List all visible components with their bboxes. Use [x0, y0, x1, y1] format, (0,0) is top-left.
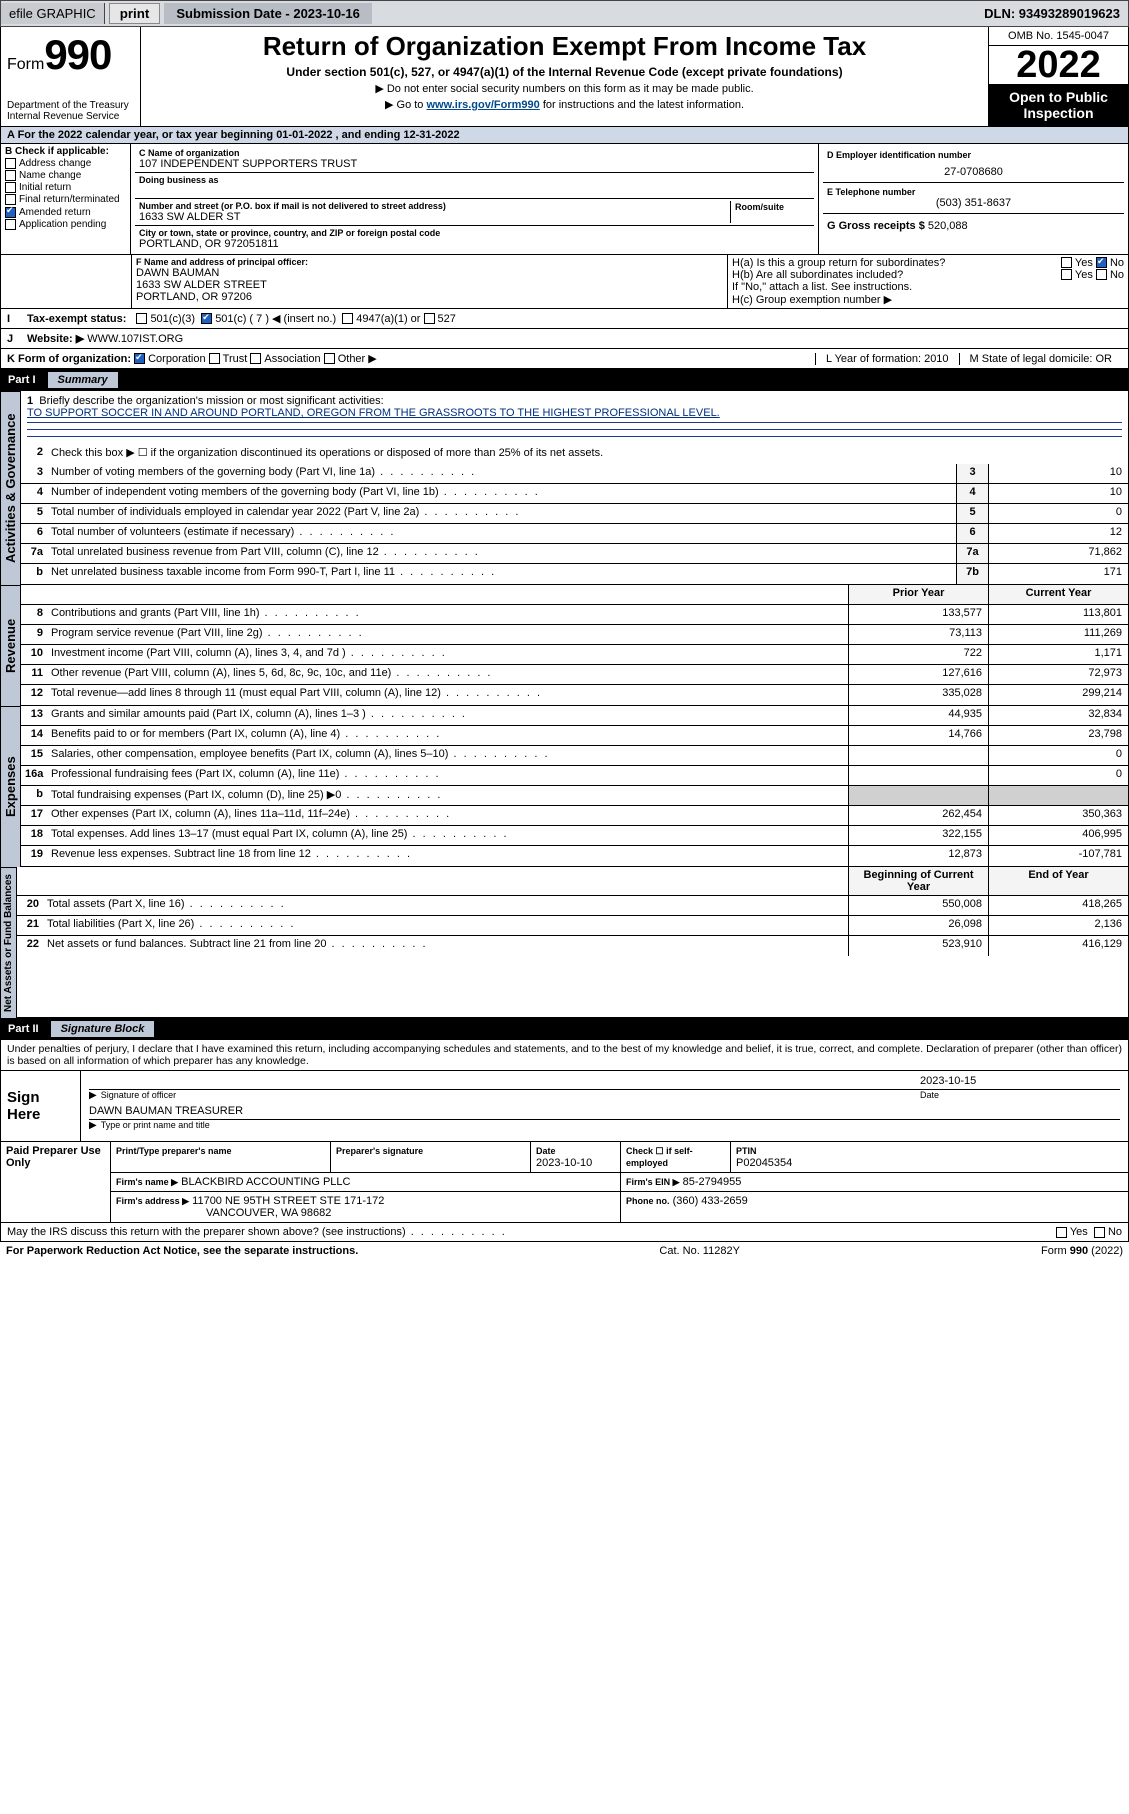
gross-receipts-value: 520,088	[928, 220, 968, 232]
identity-block: B Check if applicable: Address change Na…	[0, 144, 1129, 255]
submission-date: Submission Date - 2023-10-16	[164, 3, 372, 24]
footer: For Paperwork Reduction Act Notice, see …	[0, 1242, 1129, 1260]
officer-printed-name: DAWN BAUMAN TREASURER	[89, 1105, 243, 1117]
firm-name: BLACKBIRD ACCOUNTING PLLC	[181, 1176, 350, 1188]
subtitle-goto: ▶ Go to www.irs.gov/Form990 for instruct…	[145, 98, 984, 111]
prep-date: 2023-10-10	[536, 1157, 592, 1169]
form-number: Form990	[7, 31, 134, 79]
officer-addr2: PORTLAND, OR 97206	[136, 291, 723, 303]
netassets-content: Beginning of Current Year End of Year 20…	[17, 867, 1129, 1018]
officer-name: DAWN BAUMAN	[136, 267, 723, 279]
line-a-tax-year: A For the 2022 calendar year, or tax yea…	[0, 127, 1129, 144]
chk-address-change[interactable]: Address change	[5, 158, 126, 169]
part1-header: Part I Summary	[0, 369, 1129, 391]
website-value: WWW.107IST.ORG	[87, 333, 183, 345]
penalty-statement: Under penalties of perjury, I declare th…	[0, 1040, 1129, 1071]
sig-officer-label: Signature of officer	[89, 1090, 904, 1101]
vtab-expenses: Expenses	[0, 706, 21, 867]
vtab-revenue: Revenue	[0, 585, 21, 706]
form-title: Return of Organization Exempt From Incom…	[145, 31, 984, 62]
dept-treasury: Department of the Treasury	[7, 100, 134, 111]
form-header: Form990 Department of the Treasury Inter…	[0, 27, 1129, 127]
row-j-website: J Website: ▶ WWW.107IST.ORG	[0, 329, 1129, 349]
col-prior-year: Prior Year	[848, 585, 988, 604]
city-value: PORTLAND, OR 972051811	[139, 238, 810, 250]
chk-final-return[interactable]: Final return/terminated	[5, 194, 126, 205]
org-name-label: C Name of organization	[139, 148, 810, 158]
h-note: If "No," attach a list. See instructions…	[732, 281, 1124, 293]
dba-label: Doing business as	[139, 175, 810, 185]
mission-text: TO SUPPORT SOCCER IN AND AROUND PORTLAND…	[27, 407, 720, 419]
org-name: 107 INDEPENDENT SUPPORTERS TRUST	[139, 158, 810, 170]
preparer-block: Paid Preparer Use Only Print/Type prepar…	[0, 1142, 1129, 1223]
street-label: Number and street (or P.O. box if mail i…	[139, 201, 730, 211]
print-button[interactable]: print	[109, 3, 161, 24]
ein-value: 27-0708680	[827, 166, 1120, 178]
ein-label: D Employer identification number	[827, 150, 1120, 160]
subtitle-ssn: ▶ Do not enter social security numbers o…	[145, 82, 984, 95]
vtab-net: Net Assets or Fund Balances	[0, 867, 17, 1018]
irs-link[interactable]: www.irs.gov/Form990	[426, 99, 539, 111]
year-formation: L Year of formation: 2010	[815, 353, 959, 365]
dept-irs: Internal Revenue Service	[7, 111, 134, 122]
open-public-badge: Open to Public Inspection	[989, 84, 1128, 126]
row-i-tax-status: I Tax-exempt status: 501(c)(3) 501(c) ( …	[0, 309, 1129, 329]
row-klm: K Form of organization: Corporation Trus…	[0, 349, 1129, 369]
pra-notice: For Paperwork Reduction Act Notice, see …	[6, 1245, 358, 1257]
chk-name-change[interactable]: Name change	[5, 170, 126, 181]
col-end-year: End of Year	[988, 867, 1128, 895]
revenue-content: Prior Year Current Year 8Contributions a…	[21, 585, 1129, 706]
chk-initial-return[interactable]: Initial return	[5, 182, 126, 193]
part2-header: Part II Signature Block	[0, 1018, 1129, 1040]
sign-here-label: Sign Here	[1, 1071, 81, 1141]
cat-number: Cat. No. 11282Y	[659, 1245, 740, 1257]
activities-content: 1 Briefly describe the organization's mi…	[21, 391, 1129, 585]
state-domicile: M State of legal domicile: OR	[959, 353, 1122, 365]
firm-phone: (360) 433-2659	[673, 1195, 748, 1207]
h-c-label: H(c) Group exemption number ▶	[732, 293, 1124, 306]
paid-preparer-label: Paid Preparer Use Only	[1, 1142, 111, 1223]
street-value: 1633 SW ALDER ST	[139, 211, 730, 223]
subtitle-section: Under section 501(c), 527, or 4947(a)(1)…	[145, 65, 984, 79]
ptin-value: P02045354	[736, 1157, 792, 1169]
dln-label: DLN: 93493289019623	[976, 3, 1128, 24]
efile-graphic-label: efile GRAPHIC	[1, 3, 105, 24]
col-begin-year: Beginning of Current Year	[848, 867, 988, 895]
irs-discuss-row: May the IRS discuss this return with the…	[0, 1223, 1129, 1242]
mission-label: Briefly describe the organization's miss…	[39, 395, 383, 407]
officer-addr1: 1633 SW ALDER STREET	[136, 279, 723, 291]
tax-year: 2022	[989, 46, 1128, 84]
firm-addr1: 11700 NE 95TH STREET STE 171-172	[192, 1195, 384, 1207]
sign-date: 2023-10-15	[920, 1075, 1120, 1087]
line2-text: Check this box ▶ ☐ if the organization d…	[47, 444, 1128, 464]
firm-ein: 85-2794955	[683, 1176, 742, 1188]
h-b-label: H(b) Are all subordinates included?	[732, 269, 1061, 281]
h-a-label: H(a) Is this a group return for subordin…	[732, 257, 1061, 269]
efile-topbar: efile GRAPHIC print Submission Date - 20…	[0, 0, 1129, 27]
firm-addr2: VANCOUVER, WA 98682	[206, 1207, 331, 1219]
city-label: City or town, state or province, country…	[139, 228, 810, 238]
section-c: C Name of organization 107 INDEPENDENT S…	[131, 144, 818, 254]
col-current-year: Current Year	[988, 585, 1128, 604]
signature-block: Sign Here 2023-10-15 Signature of office…	[0, 1071, 1129, 1142]
section-b-checkboxes: B Check if applicable: Address change Na…	[1, 144, 131, 254]
form-page: Form 990 (2022)	[1041, 1245, 1123, 1257]
chk-amended-return[interactable]: Amended return	[5, 207, 126, 218]
vtab-activities: Activities & Governance	[0, 391, 21, 585]
officer-group-block: F Name and address of principal officer:…	[0, 255, 1129, 309]
name-title-label: Type or print name and title	[89, 1120, 1120, 1131]
expenses-content: 13Grants and similar amounts paid (Part …	[21, 706, 1129, 867]
chk-application-pending[interactable]: Application pending	[5, 219, 126, 230]
officer-label: F Name and address of principal officer:	[136, 257, 723, 267]
phone-value: (503) 351-8637	[827, 197, 1120, 209]
gross-receipts-label: G Gross receipts $	[827, 220, 925, 232]
room-label: Room/suite	[735, 202, 784, 212]
section-right-ids: D Employer identification number 27-0708…	[818, 144, 1128, 254]
phone-label: E Telephone number	[827, 187, 1120, 197]
